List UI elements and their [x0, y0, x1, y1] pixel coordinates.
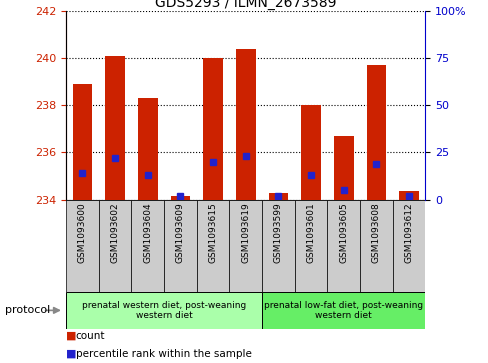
- Text: protocol: protocol: [5, 305, 50, 315]
- Text: prenatal western diet, post-weaning
western diet: prenatal western diet, post-weaning west…: [82, 301, 245, 320]
- Text: GSM1093608: GSM1093608: [371, 203, 380, 263]
- Text: GSM1093605: GSM1093605: [339, 203, 347, 263]
- Bar: [399, 191, 418, 200]
- Bar: [359, 200, 392, 292]
- Text: GSM1093619: GSM1093619: [241, 203, 250, 263]
- Bar: [235, 49, 255, 200]
- Bar: [327, 200, 359, 292]
- Bar: [66, 292, 262, 329]
- Bar: [72, 84, 92, 200]
- Text: GSM1093599: GSM1093599: [273, 203, 283, 263]
- Bar: [105, 56, 124, 200]
- Bar: [196, 200, 229, 292]
- Bar: [262, 200, 294, 292]
- Text: GSM1093615: GSM1093615: [208, 203, 217, 263]
- Text: prenatal low-fat diet, post-weaning
western diet: prenatal low-fat diet, post-weaning west…: [264, 301, 423, 320]
- Bar: [333, 136, 353, 200]
- Bar: [229, 200, 262, 292]
- Bar: [163, 200, 196, 292]
- Bar: [170, 196, 190, 200]
- Text: GSM1093604: GSM1093604: [143, 203, 152, 263]
- Text: GSM1093600: GSM1093600: [78, 203, 87, 263]
- Bar: [138, 98, 157, 200]
- Bar: [366, 65, 386, 200]
- Bar: [203, 58, 223, 200]
- Text: GSM1093601: GSM1093601: [306, 203, 315, 263]
- Text: GSM1093602: GSM1093602: [110, 203, 119, 263]
- Bar: [262, 292, 425, 329]
- Bar: [392, 200, 425, 292]
- Text: ■: ■: [66, 331, 76, 341]
- Bar: [131, 200, 163, 292]
- Text: ■: ■: [66, 349, 76, 359]
- Bar: [66, 200, 99, 292]
- Text: percentile rank within the sample: percentile rank within the sample: [76, 349, 251, 359]
- Text: GSM1093612: GSM1093612: [404, 203, 413, 263]
- Bar: [268, 192, 287, 200]
- Text: GSM1093609: GSM1093609: [176, 203, 184, 263]
- Bar: [99, 200, 131, 292]
- Text: count: count: [76, 331, 105, 341]
- Bar: [301, 105, 320, 200]
- Bar: [294, 200, 327, 292]
- Title: GDS5293 / ILMN_2673589: GDS5293 / ILMN_2673589: [155, 0, 336, 10]
